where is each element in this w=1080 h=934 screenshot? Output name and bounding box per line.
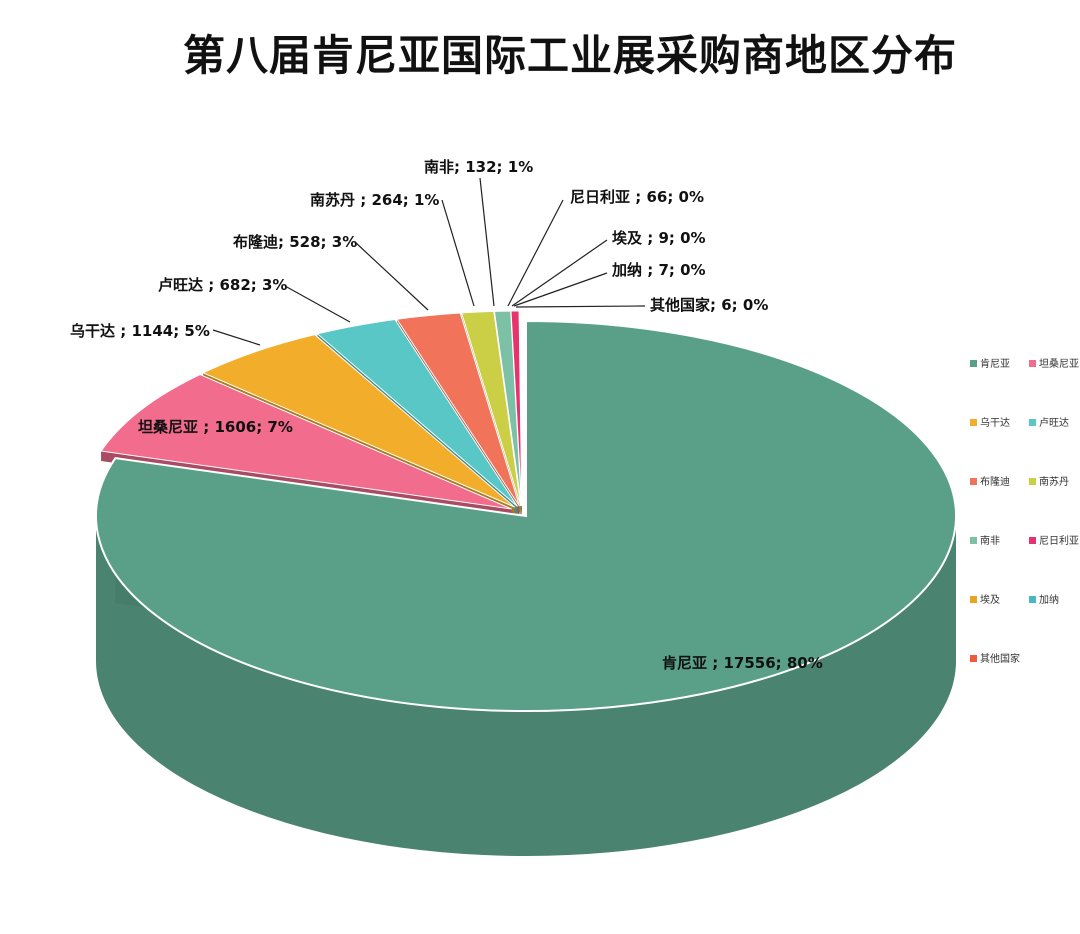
data-label-4: 布隆迪; 528; 3% bbox=[233, 233, 357, 251]
legend-swatch-3 bbox=[1029, 419, 1036, 426]
leader-line-10 bbox=[515, 305, 646, 308]
leader-lines bbox=[212, 177, 646, 346]
chart-title: 第八届肯尼亚国际工业展采购商地区分布 bbox=[182, 31, 957, 80]
legend-swatch-7 bbox=[1029, 537, 1036, 544]
legend-label-6: 南非 bbox=[980, 534, 1000, 547]
leader-line-8 bbox=[511, 239, 608, 307]
data-label-7: 尼日利亚 ; 66; 0% bbox=[570, 188, 704, 206]
leader-line-6 bbox=[479, 177, 495, 307]
leader-line-2 bbox=[212, 329, 261, 346]
legend-label-8: 埃及 bbox=[980, 593, 1000, 606]
legend-swatch-10 bbox=[970, 655, 977, 662]
legend-swatch-1 bbox=[1029, 360, 1036, 367]
data-label-0: 肯尼亚 ; 17556; 80% bbox=[662, 654, 823, 672]
leader-line-9 bbox=[513, 272, 608, 307]
pie-tops bbox=[95, 310, 957, 712]
legend-swatch-4 bbox=[970, 478, 977, 485]
legend-swatch-0 bbox=[970, 360, 977, 367]
slice-0 bbox=[95, 319, 957, 712]
legend-swatch-2 bbox=[970, 419, 977, 426]
data-label-5: 南苏丹 ; 264; 1% bbox=[310, 191, 439, 209]
legend-label-9: 加纳 bbox=[1039, 593, 1059, 606]
data-label-6: 南非; 132; 1% bbox=[424, 158, 533, 176]
leader-line-7 bbox=[507, 199, 564, 307]
slice-3 bbox=[316, 318, 518, 507]
legend-label-0: 肯尼亚 bbox=[980, 357, 1010, 370]
slice-2 bbox=[201, 334, 516, 508]
data-label-10: 其他国家; 6; 0% bbox=[650, 296, 768, 314]
slice-1 bbox=[100, 374, 512, 510]
data-label-3: 卢旺达 ; 682; 3% bbox=[158, 276, 287, 294]
leader-line-5 bbox=[441, 199, 475, 307]
legend-swatch-9 bbox=[1029, 596, 1036, 603]
slice-10 bbox=[520, 310, 523, 507]
data-labels: 肯尼亚 ; 17556; 80% 坦桑尼亚 ; 1606; 7% 乌干达 ; 114… bbox=[70, 158, 823, 672]
legend-swatch-8 bbox=[970, 596, 977, 603]
data-label-2: 乌干达 ; 1144; 5% bbox=[70, 322, 210, 340]
slice-5 bbox=[460, 310, 522, 507]
legend-label-5: 南苏丹 bbox=[1039, 475, 1069, 488]
data-label-1: 坦桑尼亚 ; 1606; 7% bbox=[138, 418, 293, 436]
slice-side-0 bbox=[96, 516, 956, 856]
legend-swatch-6 bbox=[970, 537, 977, 544]
legend-label-7: 尼日利亚 bbox=[1039, 535, 1079, 547]
legend-label-3: 卢旺达 bbox=[1039, 416, 1069, 429]
legend-swatch-5 bbox=[1029, 478, 1036, 485]
data-label-8: 埃及 ; 9; 0% bbox=[612, 229, 706, 247]
data-label-9: 加纳 ; 7; 0% bbox=[611, 261, 706, 279]
leader-line-4 bbox=[354, 241, 429, 311]
leader-line-3 bbox=[284, 285, 351, 323]
legend-label-1: 坦桑尼亚 bbox=[1039, 357, 1079, 370]
legend-label-4: 布隆迪 bbox=[980, 475, 1010, 488]
legend-label-10: 其他国家 bbox=[980, 652, 1020, 665]
legend-label-2: 乌干达 bbox=[980, 416, 1010, 429]
slice-4 bbox=[396, 312, 520, 507]
